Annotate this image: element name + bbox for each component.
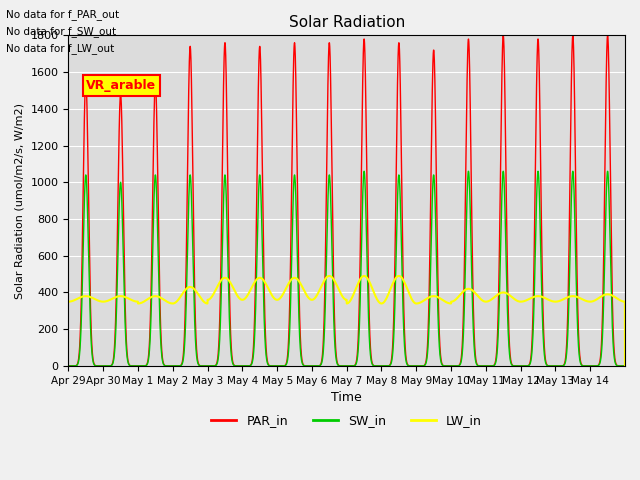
Y-axis label: Solar Radiation (umol/m2/s, W/m2): Solar Radiation (umol/m2/s, W/m2) bbox=[15, 103, 25, 299]
Text: No data for f_SW_out: No data for f_SW_out bbox=[6, 26, 116, 37]
Text: No data for f_PAR_out: No data for f_PAR_out bbox=[6, 9, 120, 20]
Text: No data for f_LW_out: No data for f_LW_out bbox=[6, 43, 115, 54]
X-axis label: Time: Time bbox=[332, 391, 362, 404]
Title: Solar Radiation: Solar Radiation bbox=[289, 15, 405, 30]
Legend: PAR_in, SW_in, LW_in: PAR_in, SW_in, LW_in bbox=[207, 409, 487, 432]
Text: VR_arable: VR_arable bbox=[86, 79, 157, 92]
